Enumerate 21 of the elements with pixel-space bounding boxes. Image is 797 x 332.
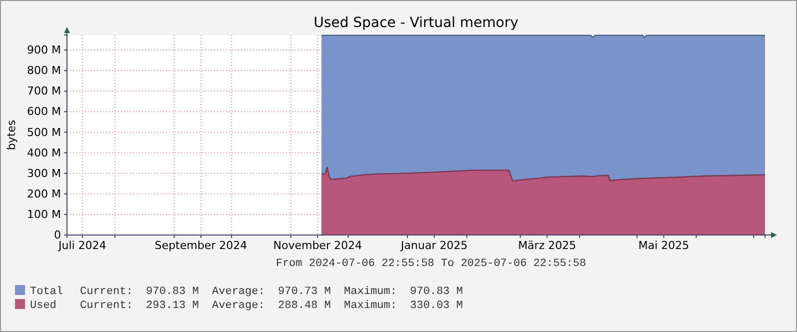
- legend-label: Total: [30, 286, 64, 298]
- y-axis-title: bytes: [5, 120, 18, 150]
- x-tick-label: November 2024: [273, 238, 362, 252]
- y-tick-label: 600 M: [27, 105, 61, 118]
- text: From 2024-07-06 22:55:58 To 2025-07-06 22:55:58: [276, 258, 586, 270]
- y-tick-label: 200 M: [27, 187, 61, 200]
- y-tick-label: 900 M: [27, 44, 61, 57]
- y-tick-label: 400 M: [27, 146, 61, 160]
- y-tick-label: 500 M: [27, 126, 61, 139]
- legend-label: Used: [30, 300, 56, 312]
- y-tick-label: 300 M: [27, 166, 61, 180]
- y-tick-label: 100 M: [27, 208, 61, 221]
- chart-title: Used Space - Virtual memory: [314, 15, 518, 31]
- x-tick-label: Mai 2025: [638, 238, 690, 252]
- text: Current: 970.83 M Average: 970.73 M Maximum: 970.83 M: [80, 286, 463, 298]
- y-tick-label: 700 M: [27, 84, 61, 98]
- text: Current: 293.13 M Average: 288.48 M Maximum: 330.03 M: [80, 300, 463, 312]
- x-tick-label: September 2024: [154, 238, 248, 252]
- y-tick-label: 800 M: [27, 64, 61, 78]
- x-tick-label: Januar 2025: [400, 238, 468, 252]
- x-tick-label: März 2025: [518, 238, 576, 252]
